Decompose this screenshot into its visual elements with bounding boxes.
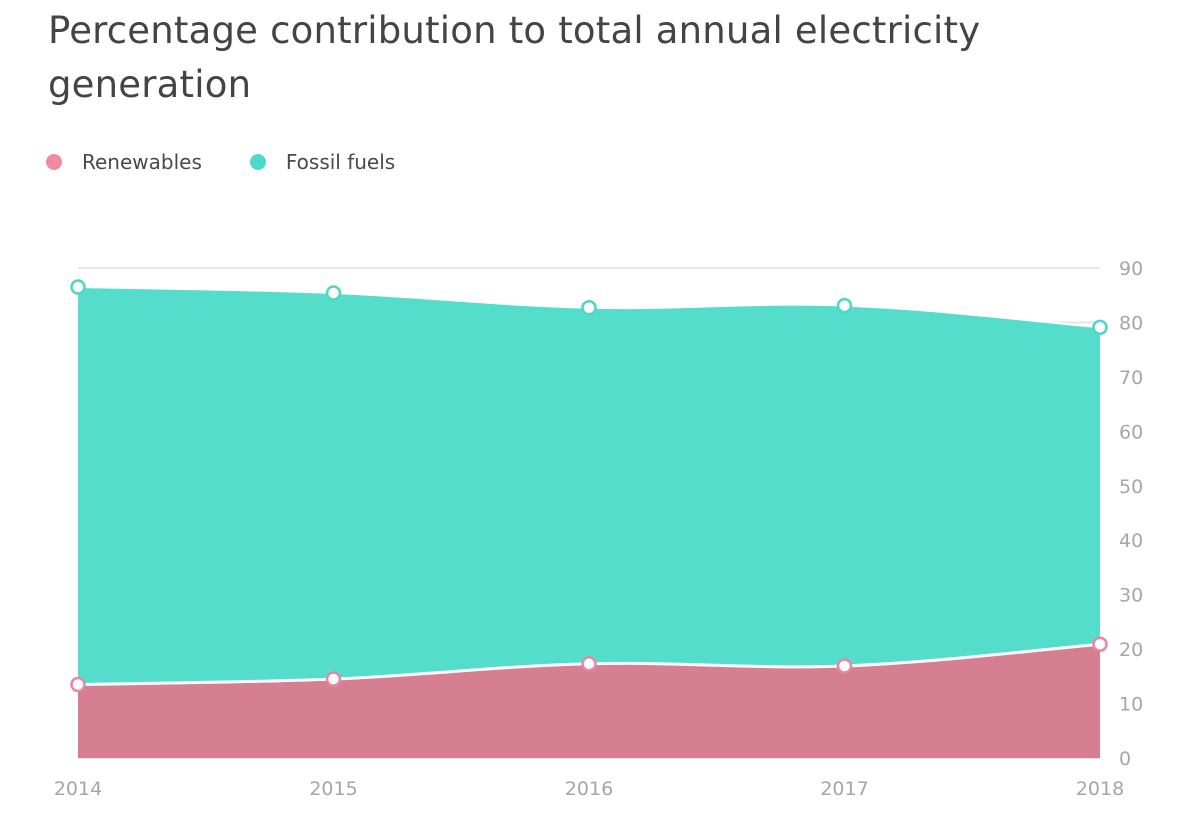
point-renewables-2016[interactable] [581, 656, 597, 672]
area-fossil-fuels[interactable] [78, 287, 1100, 758]
point-fossil-fuels-2016[interactable] [581, 299, 597, 316]
legend-label-fossil-fuels: Fossil fuels [285, 150, 396, 174]
point-fossil-fuels-2015[interactable] [325, 285, 342, 301]
point-renewables-2018[interactable] [1092, 636, 1108, 652]
point-layer [70, 279, 1108, 693]
chart-legend: Renewables Fossil fuels [46, 150, 443, 174]
point-fossil-fuels-2017[interactable] [836, 297, 853, 314]
point-renewables-2017[interactable] [836, 658, 853, 674]
axis-labels: 0 10 20 30 40 50 60 70 80 90 2014 2015 2016 2017 2018 [54, 258, 1143, 800]
point-fossil-fuels-2014[interactable] [70, 279, 86, 295]
x-tick-label-2015: 2015 [309, 778, 357, 800]
y-tick-label-20: 20 [1119, 639, 1143, 661]
x-tick-label-2014: 2014 [54, 778, 102, 800]
y-tick-label-0: 0 [1119, 748, 1131, 770]
y-tick-label-60: 60 [1119, 421, 1143, 443]
chart-title: Percentage contribution to total annual … [48, 9, 981, 106]
point-renewables-2014[interactable] [70, 676, 86, 693]
y-tick-label-50: 50 [1119, 476, 1143, 498]
y-tick-label-90: 90 [1119, 258, 1143, 280]
x-tick-label-2018: 2018 [1076, 778, 1124, 800]
x-tick-label-2016: 2016 [565, 778, 613, 800]
y-tick-label-40: 40 [1119, 530, 1143, 552]
legend-dot-fossil-fuels [249, 154, 266, 170]
area-layer [77, 286, 1101, 758]
y-tick-label-80: 80 [1119, 312, 1143, 334]
y-tick-label-10: 10 [1119, 694, 1143, 716]
legend-label-renewables: Renewables [82, 150, 202, 174]
point-renewables-2015[interactable] [325, 671, 342, 687]
legend-item-renewables[interactable]: Renewables [46, 150, 202, 174]
point-fossil-fuels-2018[interactable] [1092, 319, 1108, 336]
x-tick-label-2017: 2017 [820, 778, 868, 800]
y-tick-label-30: 30 [1119, 585, 1143, 607]
y-tick-label-70: 70 [1119, 367, 1143, 389]
legend-dot-renewables [46, 154, 62, 170]
legend-item-fossil-fuels[interactable]: Fossil fuels [249, 150, 396, 174]
